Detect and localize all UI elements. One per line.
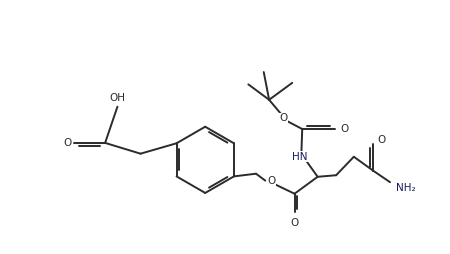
Text: O: O [341,124,349,134]
Text: HN: HN [292,152,308,162]
Text: OH: OH [109,93,126,103]
Text: O: O [377,135,385,145]
Text: O: O [63,138,72,148]
Text: O: O [279,113,288,123]
Text: O: O [267,176,275,186]
Text: NH₂: NH₂ [396,183,416,193]
Text: O: O [290,218,299,228]
